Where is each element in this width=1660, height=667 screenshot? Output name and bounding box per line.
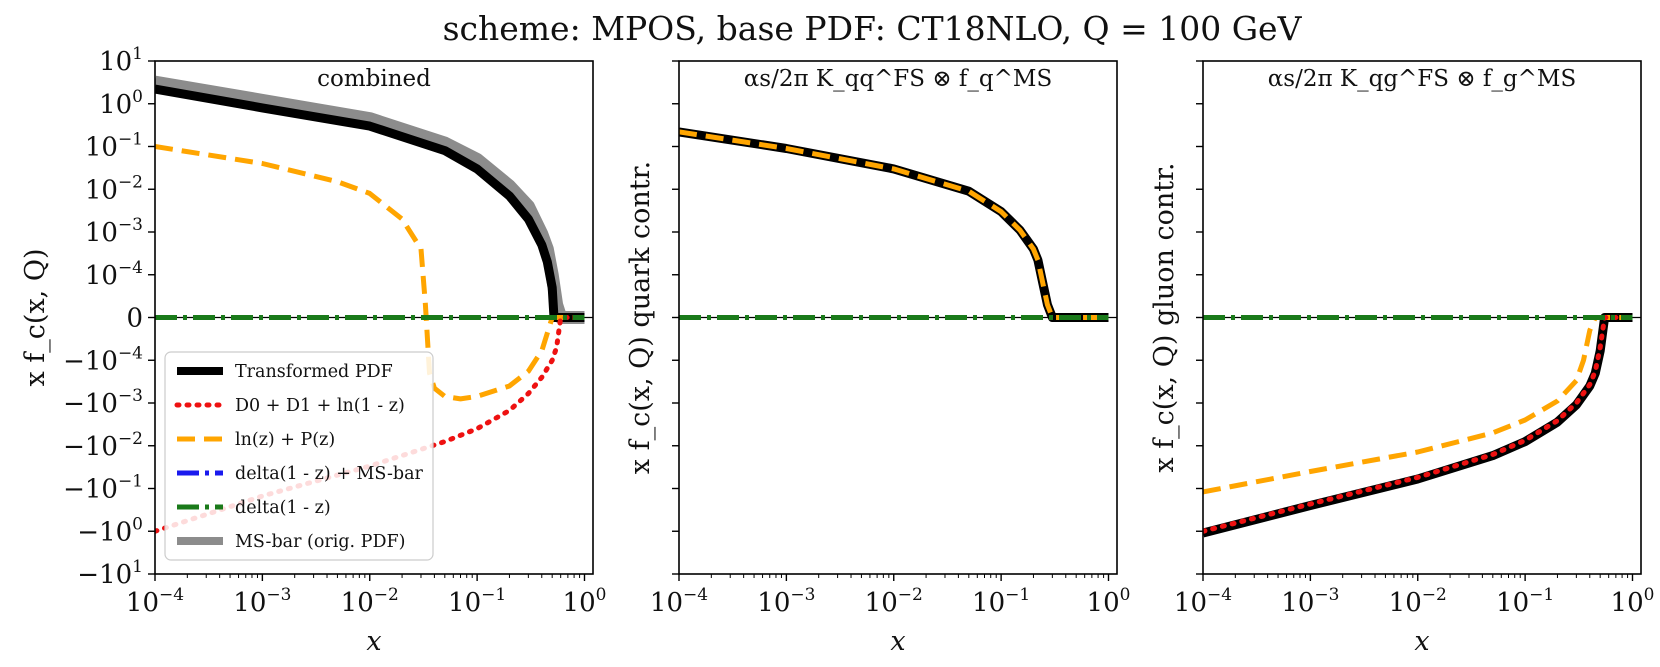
series-group — [155, 75, 587, 534]
x-tick-label: 10−2 — [865, 585, 923, 618]
y-tick-label: −10−1 — [63, 472, 143, 505]
panel-label: combined — [317, 66, 431, 92]
y-tick-label: 101 — [99, 44, 143, 77]
x-tick-label: 10−4 — [126, 585, 184, 618]
panel-1: 10−4 10−3 10−2 10−1 100 x 101 100 10−1 10−2 10−3 10… — [20, 44, 606, 657]
y-tick-label: 10−3 — [85, 215, 143, 248]
series-d0-d1-ln-1-z — [1203, 315, 1635, 534]
plot-layer: 10−4 10−3 10−2 10−1 100x10110010−110−210−310… — [20, 44, 1654, 657]
x-tick-label: 10−3 — [757, 585, 815, 618]
x-tick-label: 100 — [1611, 585, 1655, 618]
x-tick-label: 10−2 — [1389, 585, 1447, 618]
x-tick-label: 10−4 — [1174, 585, 1232, 618]
legend-label-ms-bar-orig-pdf: MS-bar (orig. PDF) — [235, 532, 405, 552]
y-tick-label: −10−2 — [63, 429, 143, 462]
x-tick-label: 10−1 — [448, 585, 506, 618]
y-tick-label: 10−2 — [85, 172, 143, 205]
series-ms-bar-orig-pdf — [155, 75, 585, 324]
x-axis-label: x — [890, 626, 905, 657]
series-ln-z-p-z — [155, 144, 585, 402]
x-tick-label: 10−3 — [1281, 585, 1339, 618]
legend: Transformed PDF D0 + D1 + ln(1 - z) ln(z) … — [164, 351, 434, 561]
panel-3: 10−4 10−3 10−2 10−1 100 x x f_c(x, Q) gluon co… — [1149, 60, 1655, 657]
y-tick-label: −10−4 — [63, 343, 143, 376]
y-axis-label: x f_c(x, Q) gluon contr. — [1149, 162, 1180, 472]
series-group — [679, 127, 1109, 322]
x-axis-label: x — [366, 626, 381, 657]
y-axis-label: x f_c(x, Q) — [20, 248, 51, 386]
panel-2: 10−4 10−3 10−2 10−1 100 x x f_c(x, Q) quark co… — [625, 60, 1131, 657]
series-transformed-pdf — [155, 84, 585, 322]
figure-title: scheme: MPOS, base PDF: CT18NLO, Q = 100… — [443, 9, 1303, 48]
x-tick-label: 100 — [563, 585, 607, 618]
y-tick-label: −101 — [77, 557, 143, 590]
y-tick-label: 100 — [99, 87, 143, 120]
series-transformed-pdf — [1203, 313, 1633, 538]
series-group — [1203, 313, 1635, 538]
x-tick-label: 100 — [1087, 585, 1131, 618]
legend-label-ln-z-p-z: ln(z) + P(z) — [235, 430, 335, 450]
panel-label: αs/2π K_qg^FS ⊗ f_g^MS — [1268, 66, 1576, 92]
y-tick-label: −10−3 — [63, 386, 143, 419]
panel-label: αs/2π K_qq^FS ⊗ f_q^MS — [744, 66, 1052, 92]
x-tick-label: 10−2 — [341, 585, 399, 618]
y-axis-label: x f_c(x, Q) quark contr. — [625, 161, 656, 474]
legend-label-delta-1-z-ms-bar: delta(1 - z) + MS-bar — [235, 464, 424, 484]
x-tick-label: 10−1 — [1496, 585, 1554, 618]
x-tick-label: 10−3 — [233, 585, 291, 618]
series-transformed-pdf — [679, 127, 1109, 322]
legend-box — [164, 351, 434, 561]
x-axis-label: x — [1414, 626, 1429, 657]
legend-label-delta-1-z: delta(1 - z) — [235, 498, 331, 518]
x-tick-label: 10−4 — [650, 585, 708, 618]
y-tick-label: 0 — [126, 304, 143, 334]
series-ln-z-p-z — [1203, 315, 1633, 495]
y-tick-label: 10−1 — [85, 130, 143, 163]
y-tick-label: 10−4 — [85, 258, 143, 291]
legend-label-transformed-pdf: Transformed PDF — [235, 362, 393, 382]
legend-label-d0-d1-ln-1-z: D0 + D1 + ln(1 - z) — [235, 396, 405, 416]
y-tick-label: −100 — [77, 514, 143, 547]
x-tick-label: 10−1 — [972, 585, 1030, 618]
